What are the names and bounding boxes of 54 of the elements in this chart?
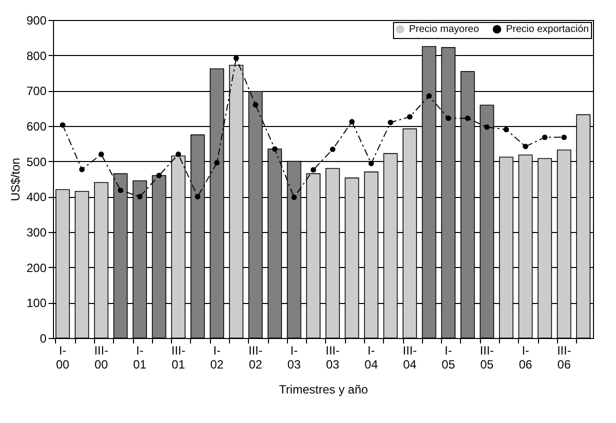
y-tick-label: 900 [26, 14, 47, 28]
point [561, 134, 567, 140]
x-tick-label: III-03 [326, 344, 340, 372]
y-tick-label: 700 [26, 84, 47, 98]
point [79, 166, 85, 172]
y-tick-label: 600 [26, 120, 47, 134]
point [60, 122, 66, 128]
point [214, 160, 220, 166]
point [542, 134, 548, 140]
point [446, 115, 452, 121]
legend-label: Precio mayoreo [409, 24, 480, 36]
point [176, 152, 182, 157]
point [98, 152, 104, 157]
x-tick-label: I-02 [210, 344, 224, 372]
x-tick-label: I-01 [133, 344, 147, 372]
point [484, 124, 490, 130]
point [272, 146, 278, 152]
x-tick-label: I-04 [364, 344, 378, 372]
point [368, 160, 374, 166]
y-tick-label: 200 [26, 260, 47, 275]
point [118, 188, 124, 194]
point [310, 167, 316, 173]
x-tick-label: I-00 [56, 344, 70, 372]
point [407, 114, 413, 120]
x-tick-label: I-03 [287, 344, 302, 372]
point [349, 119, 355, 124]
x-axis-title: Trimestres y año [279, 382, 368, 396]
y-tick-label: 400 [26, 190, 47, 204]
point [388, 120, 394, 126]
x-tick-label: III-02 [248, 344, 262, 372]
point [464, 115, 470, 121]
point [252, 102, 258, 108]
y-tick-label: 500 [26, 154, 47, 169]
point [156, 172, 162, 178]
x-tick-label: III-04 [402, 344, 417, 372]
x-tick-label: I-06 [518, 344, 532, 372]
x-tick-label: I-05 [442, 344, 456, 372]
y-tick-label: 100 [26, 296, 47, 310]
x-tick-label: III-05 [480, 344, 494, 372]
y-tick-label: 800 [26, 48, 47, 63]
point [137, 194, 143, 200]
y-axis-title: US$/ton [8, 158, 22, 202]
x-tick-label: III-00 [94, 344, 108, 372]
point [330, 146, 336, 152]
x-tick-label: III-06 [557, 344, 572, 372]
point [503, 126, 509, 132]
point [291, 194, 297, 200]
y-tick-label: 300 [26, 226, 47, 240]
point [426, 93, 432, 99]
y-tick-label: 0 [40, 332, 47, 346]
point [522, 144, 528, 150]
x-tick-label: III-01 [171, 344, 186, 372]
legend-label: Precio exportación [506, 24, 589, 36]
point [194, 194, 200, 200]
